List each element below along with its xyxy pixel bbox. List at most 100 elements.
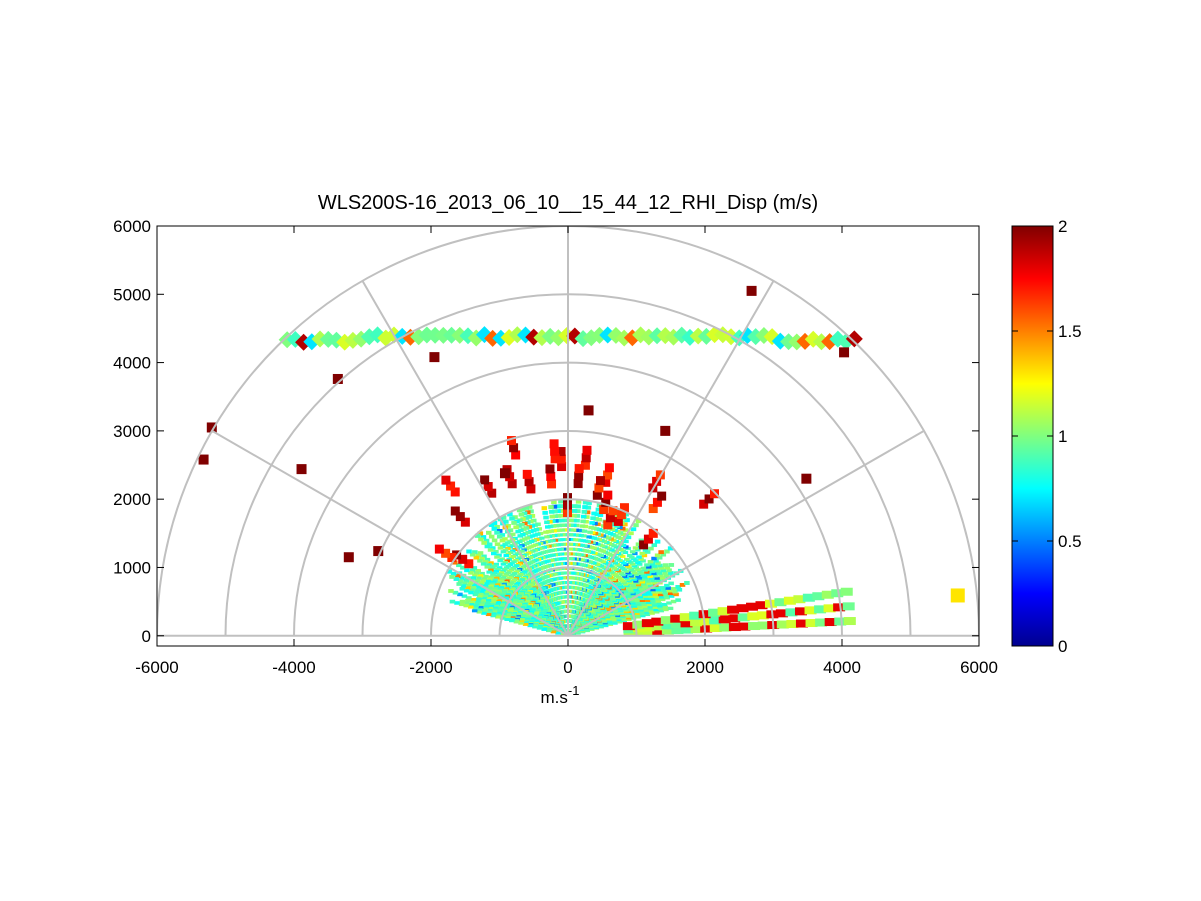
data-cell xyxy=(663,573,670,578)
data-cell xyxy=(471,609,478,613)
data-cell xyxy=(627,596,633,600)
data-cell xyxy=(447,552,457,562)
data-cell xyxy=(556,518,562,523)
data-cell xyxy=(503,554,510,558)
x-tick-label: 2000 xyxy=(686,658,724,677)
data-cell xyxy=(559,518,565,523)
data-cell xyxy=(508,556,514,560)
data-cell xyxy=(603,520,613,530)
data-cell xyxy=(635,601,641,605)
data-cell xyxy=(507,590,514,594)
data-cell xyxy=(636,555,642,559)
data-cell xyxy=(632,606,638,610)
data-cell xyxy=(625,585,631,589)
data-cell xyxy=(633,610,640,614)
colorbar-tick-label: 2 xyxy=(1058,217,1067,236)
data-cell xyxy=(491,588,497,592)
data-cell xyxy=(468,605,474,609)
data-cell xyxy=(489,602,495,606)
data-cell xyxy=(709,616,722,625)
data-cell xyxy=(504,579,510,583)
data-cell xyxy=(549,439,559,449)
data-cell xyxy=(655,569,661,573)
data-cell xyxy=(495,591,501,595)
data-cell xyxy=(626,587,633,591)
data-cell xyxy=(746,285,757,296)
data-cell xyxy=(647,574,653,578)
data-cell xyxy=(630,592,636,596)
data-cell xyxy=(496,610,503,614)
data-cell xyxy=(638,571,645,575)
data-cell xyxy=(672,589,678,594)
data-cell xyxy=(651,622,664,631)
data-cell xyxy=(663,593,669,597)
data-cell xyxy=(482,594,488,598)
data-cell xyxy=(450,487,460,497)
data-cell xyxy=(647,605,653,609)
data-cell xyxy=(496,566,503,570)
data-cell xyxy=(580,514,587,519)
data-cell xyxy=(626,579,632,583)
data-cell xyxy=(635,518,642,524)
data-cell xyxy=(626,559,632,563)
data-cell xyxy=(536,527,543,531)
colorbar-tick-label: 0 xyxy=(1058,637,1067,656)
data-cell xyxy=(529,514,536,518)
data-cell xyxy=(652,574,659,578)
data-cell xyxy=(505,613,512,617)
data-cell xyxy=(776,620,789,629)
data-cell xyxy=(526,525,533,529)
data-cell xyxy=(594,512,601,517)
data-cell xyxy=(500,550,507,554)
data-cell xyxy=(654,597,660,601)
data-cell xyxy=(573,479,583,489)
data-cell xyxy=(643,608,649,612)
data-cell xyxy=(547,524,554,529)
data-cell xyxy=(661,626,674,635)
data-cell xyxy=(641,553,648,558)
data-cell xyxy=(492,578,498,582)
data-cell xyxy=(654,539,661,544)
data-cell xyxy=(626,617,632,621)
data-cell xyxy=(486,570,492,574)
data-cell xyxy=(631,564,638,568)
data-cell xyxy=(657,604,663,608)
data-cell xyxy=(629,555,635,559)
data-cell xyxy=(558,499,564,504)
data-cell xyxy=(483,605,489,609)
data-cell xyxy=(494,555,500,559)
data-cell xyxy=(654,585,660,590)
data-cell xyxy=(488,592,495,596)
data-cell xyxy=(647,560,654,564)
data-cell xyxy=(631,593,637,597)
data-cell xyxy=(494,583,501,587)
data-cell xyxy=(496,589,502,593)
data-cell xyxy=(488,561,494,565)
data-cell xyxy=(612,528,618,533)
data-cell xyxy=(650,601,657,605)
data-cell xyxy=(644,613,651,617)
data-cell xyxy=(774,598,787,607)
data-cell xyxy=(452,560,458,565)
data-cell xyxy=(637,595,643,599)
data-cell xyxy=(649,569,655,573)
data-cell xyxy=(622,522,628,527)
data-cell xyxy=(635,583,642,587)
data-cell xyxy=(655,599,661,603)
data-cell xyxy=(441,548,451,558)
data-cell xyxy=(556,447,566,457)
data-cell xyxy=(476,585,482,590)
data-cell xyxy=(708,608,721,617)
data-cell xyxy=(503,596,509,600)
data-cell xyxy=(517,534,523,538)
data-cell xyxy=(488,575,495,579)
data-cell xyxy=(518,621,524,625)
data-cell xyxy=(667,546,674,551)
data-cell xyxy=(472,606,479,610)
data-cell xyxy=(505,593,511,597)
data-cell xyxy=(509,619,515,623)
data-cell xyxy=(476,576,482,580)
data-cell xyxy=(481,609,488,613)
data-cell xyxy=(453,577,460,581)
data-cell xyxy=(652,627,665,636)
